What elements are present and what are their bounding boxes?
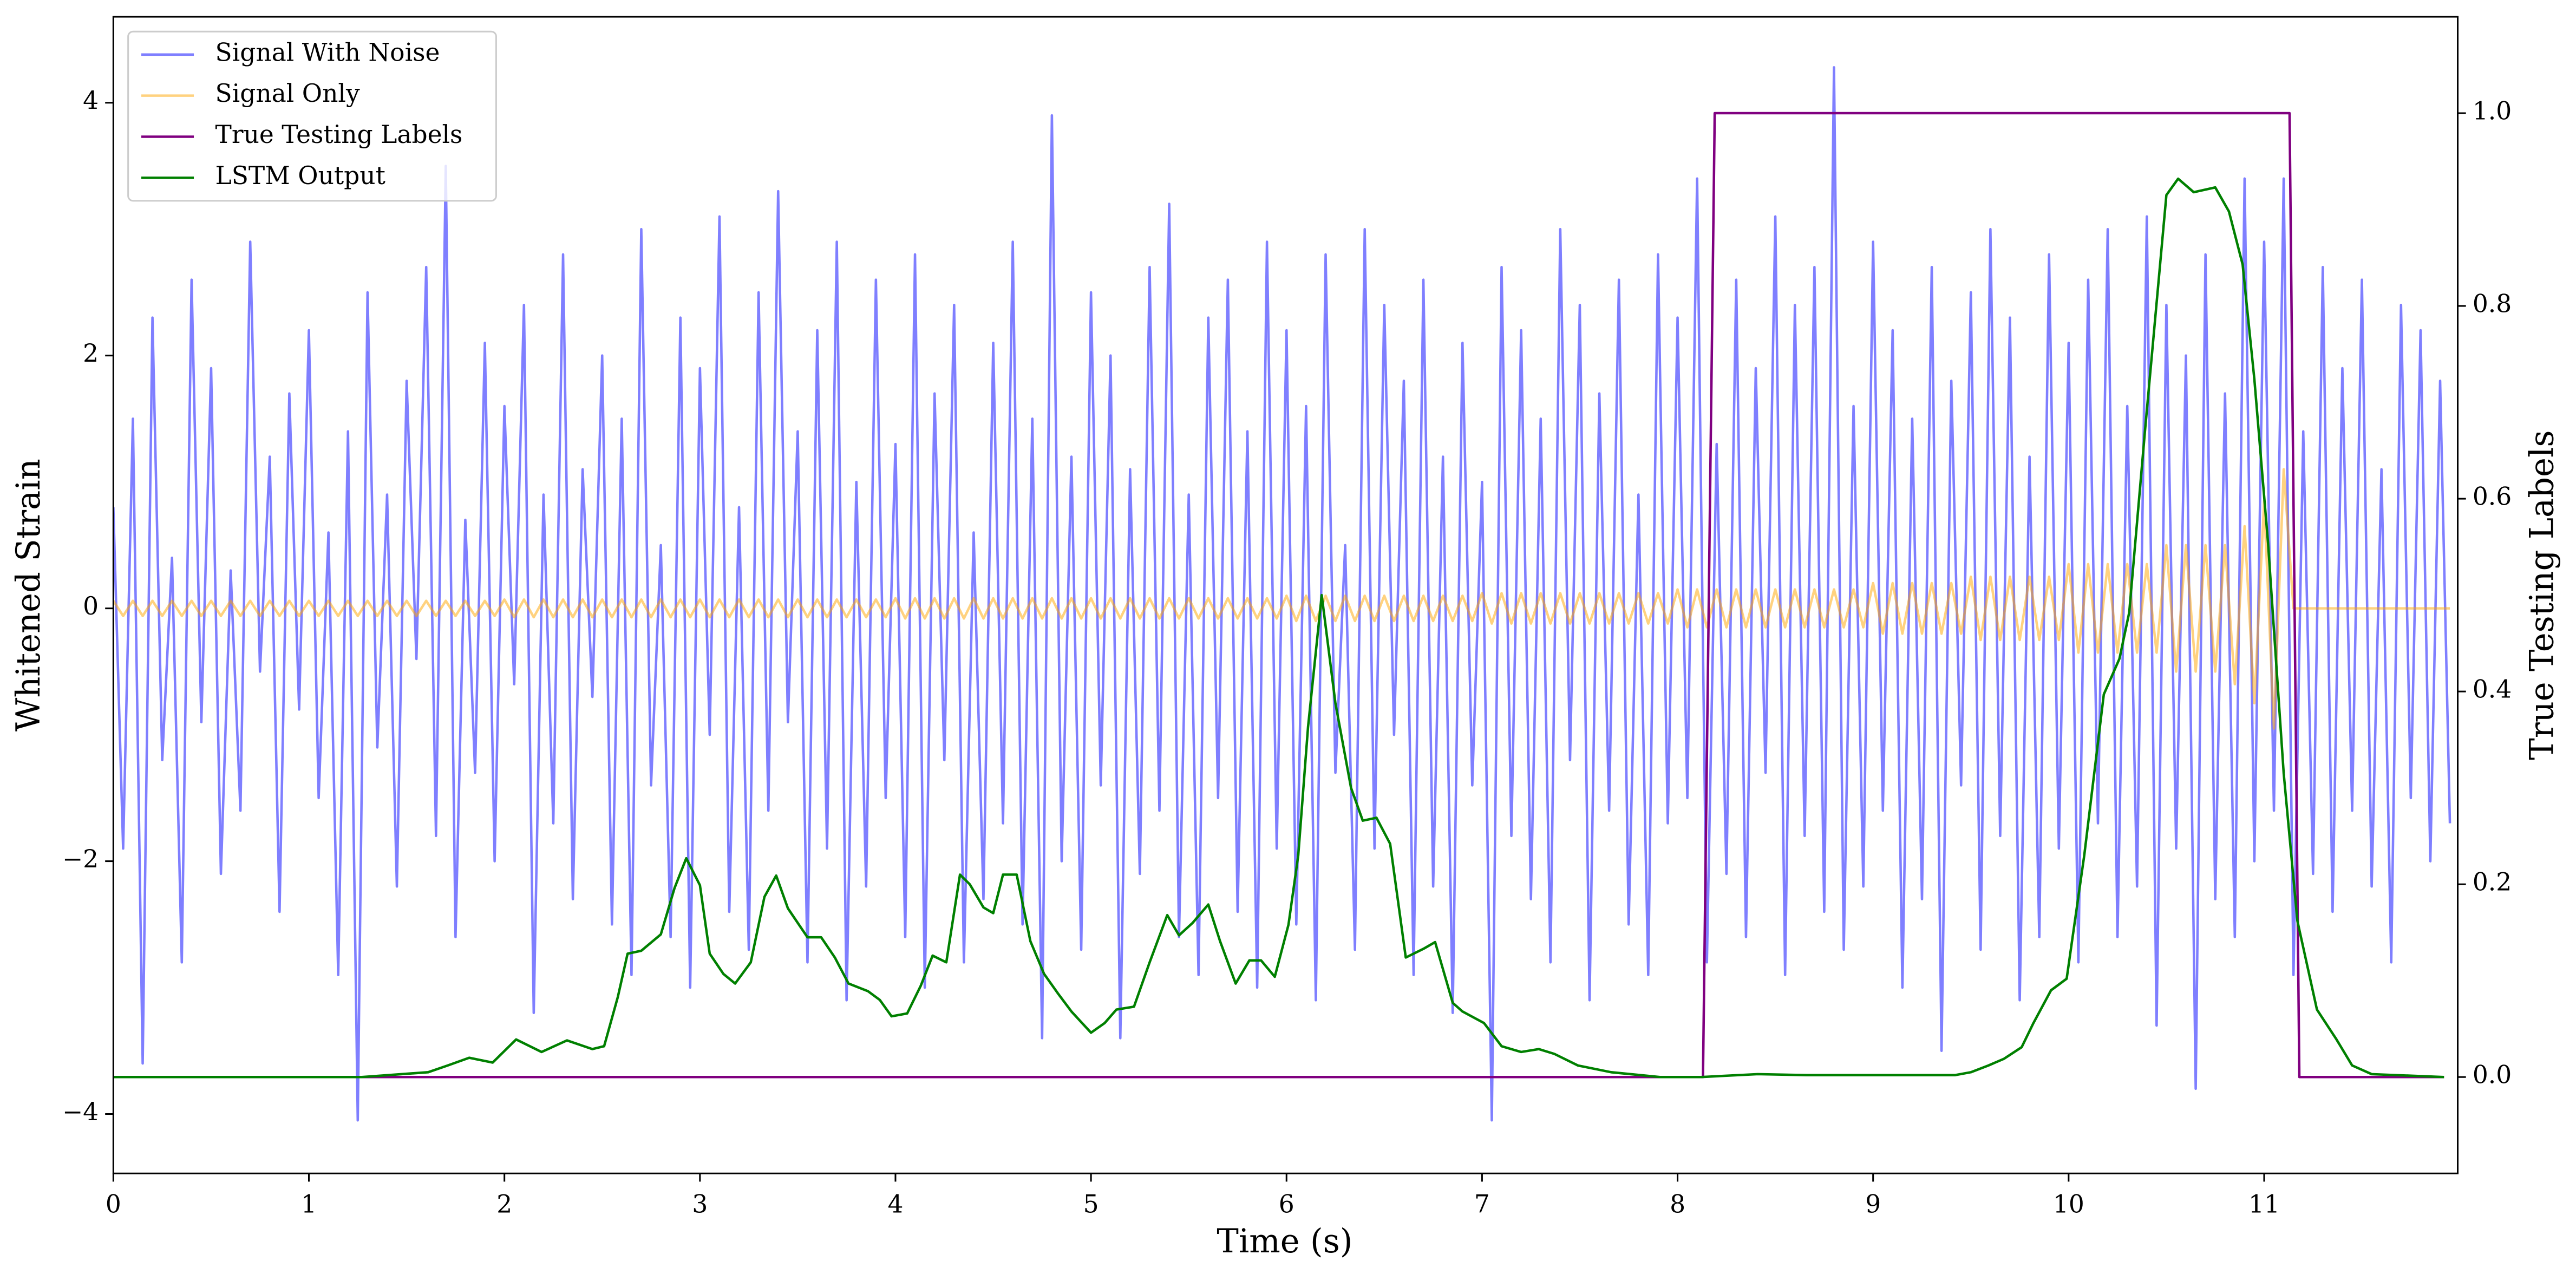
y-tick-label: −4 <box>62 1097 99 1126</box>
series-line <box>113 66 2451 1122</box>
legend: Signal With Noise Signal Only True Testing… <box>127 30 497 202</box>
x-tick-label: 7 <box>1474 1190 1490 1218</box>
y-tick-label: 4 <box>83 86 99 115</box>
series-line <box>113 177 2444 1079</box>
x-tick-label: 2 <box>496 1190 512 1218</box>
y2-tick-label: 0.4 <box>2473 675 2512 704</box>
y-tick-label: −2 <box>62 845 99 873</box>
y-tick-label: 2 <box>83 339 99 368</box>
series-line <box>113 112 2444 1079</box>
x-tick-label: 10 <box>2053 1190 2084 1218</box>
x-tick-label: 9 <box>1865 1190 1881 1218</box>
x-tick-label: 11 <box>2248 1190 2280 1218</box>
y2-tick-label: 1.0 <box>2473 97 2512 126</box>
axes-frame <box>112 16 2459 1174</box>
legend-box <box>127 30 497 202</box>
legend-label: Signal With Noise <box>215 38 440 67</box>
x-tick-label: 3 <box>692 1190 708 1218</box>
x-axis-label: Time (s) <box>1217 1223 1352 1260</box>
legend-label: LSTM Output <box>215 161 385 190</box>
y2-tick-label: 0.8 <box>2473 290 2512 318</box>
y2-tick-label: 0.0 <box>2473 1061 2512 1089</box>
legend-label: True Testing Labels <box>215 120 463 149</box>
y2-tick-label: 0.6 <box>2473 482 2512 511</box>
x-tick-label: 6 <box>1279 1190 1294 1218</box>
legend-label: Signal Only <box>215 79 360 108</box>
x-tick-label: 5 <box>1083 1190 1099 1218</box>
x-tick-label: 8 <box>1670 1190 1685 1218</box>
series-line <box>113 468 2450 730</box>
y-axis-label: Whitened Strain <box>10 459 48 731</box>
y2-axis-label: True Testing Labels <box>2523 430 2561 760</box>
x-tick-label: 0 <box>106 1190 121 1218</box>
plot-area <box>113 66 2451 1122</box>
y-tick-label: 0 <box>83 592 99 620</box>
x-tick-label: 4 <box>887 1190 903 1218</box>
y2-tick-label: 0.2 <box>2473 868 2512 897</box>
x-tick-label: 1 <box>301 1190 317 1218</box>
